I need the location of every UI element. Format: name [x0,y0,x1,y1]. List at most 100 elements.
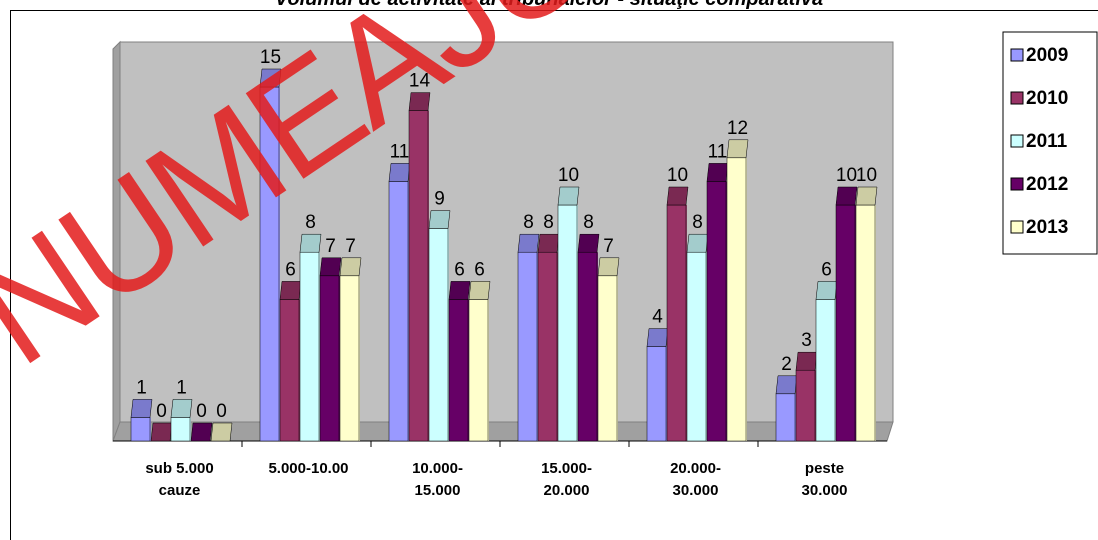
x-tick-labels-group: sub 5.000 cauze 5.000-10.00 10.000- 15.000 15… [145,441,847,499]
bar-side [557,252,558,441]
data-label: 2 [781,354,792,375]
bar-2009-3 [388,163,411,442]
bar-side [279,87,280,441]
bar-2010-6 [795,351,818,442]
data-label: 10 [667,165,688,186]
bar-front [299,251,320,442]
bar-front [597,275,618,442]
bar-top [259,68,282,88]
data-label: 0 [216,401,227,422]
bar-front [170,417,191,442]
bar-2013-6 [855,186,878,442]
data-label: 0 [196,401,207,422]
bar-side [339,275,340,441]
data-label: 6 [474,259,485,280]
bar-2013-1 [210,422,233,442]
bar-front [815,299,836,442]
bar-side [408,181,409,441]
legend-label: 2012 [1026,174,1068,195]
legend-label: 2013 [1026,217,1068,238]
bar-top [726,139,749,159]
bar-front [557,204,578,442]
x-tick-label: 20.000 [544,482,590,499]
data-label: 8 [523,212,534,233]
bar-front [686,251,707,442]
bar-top [775,375,798,395]
bar-top [815,281,838,300]
legend-label: 2009 [1026,45,1068,66]
data-label: 11 [708,141,728,162]
bar-2012-1 [190,422,213,442]
bar-top [835,186,858,206]
legend-swatch [1010,177,1024,191]
bar-front [130,417,151,442]
bar-front [646,346,667,442]
legend-label: 2010 [1026,88,1068,109]
data-label: 1 [176,377,187,398]
data-label: 0 [156,401,167,422]
data-label: 7 [325,236,336,257]
legend-item-2012: 2012 [1010,174,1068,195]
bar-2011-6 [815,281,838,442]
bar-2010-5 [666,186,689,442]
bar-top [299,233,322,253]
bar-2011-4 [557,186,580,442]
data-label: 6 [821,259,832,280]
bar-2013-5 [726,139,749,442]
bar-side [448,228,449,441]
bar-front [388,181,409,442]
bar-side [666,346,667,441]
data-label: 8 [583,212,594,233]
bar-front [706,181,727,442]
bar-2011-5 [686,233,709,442]
bar-top [170,399,193,418]
bar-front [775,393,796,442]
bar-side [150,417,151,441]
chart-border [10,10,1098,540]
bar-front [517,251,538,442]
bar-top [150,422,173,442]
data-label: 8 [305,212,316,233]
x-tick-label: 15.000- [541,460,592,477]
bar-top [388,163,411,182]
bar-side [428,110,429,441]
chart-title: Volumul de activitate al tribunalelor - … [0,0,1098,11]
bar-top [537,233,560,253]
bar-2011-3 [428,210,451,442]
bar-top [646,328,669,347]
bar-top [339,257,362,277]
bar-front [468,299,489,442]
data-label: 7 [603,236,614,257]
bar-top [190,422,213,442]
bar-2011-1 [170,399,193,442]
bar-front [666,204,687,442]
bar-top [855,186,878,206]
legend: 2009 2010 2011 2012 2013 [1010,45,1068,238]
bar-side [686,205,687,441]
bar-side [706,252,707,441]
data-label: 8 [543,212,554,233]
data-label: 12 [727,118,748,139]
bar-2012-2 [319,257,342,442]
data-label: 6 [454,259,465,280]
bar-front [537,251,558,442]
bar-front [319,275,340,442]
bar-2012-5 [706,163,729,442]
bar-2012-4 [577,233,600,442]
bar-2010-2 [279,281,302,442]
bar-side [319,252,320,441]
data-label: 8 [692,212,703,233]
x-tick-label: peste [805,460,844,477]
bar-side [746,157,747,442]
bar-top [686,233,709,253]
legend-swatch [1010,220,1024,234]
legend-item-2011: 2011 [1010,131,1068,152]
bar-2009-2 [259,68,282,442]
data-label: 6 [285,259,296,280]
data-label: 4 [652,307,663,328]
bar-top [279,281,302,300]
data-label: 7 [345,236,356,257]
bar-side [795,393,796,441]
bar-2012-6 [835,186,858,442]
bar-2013-2 [339,257,362,442]
